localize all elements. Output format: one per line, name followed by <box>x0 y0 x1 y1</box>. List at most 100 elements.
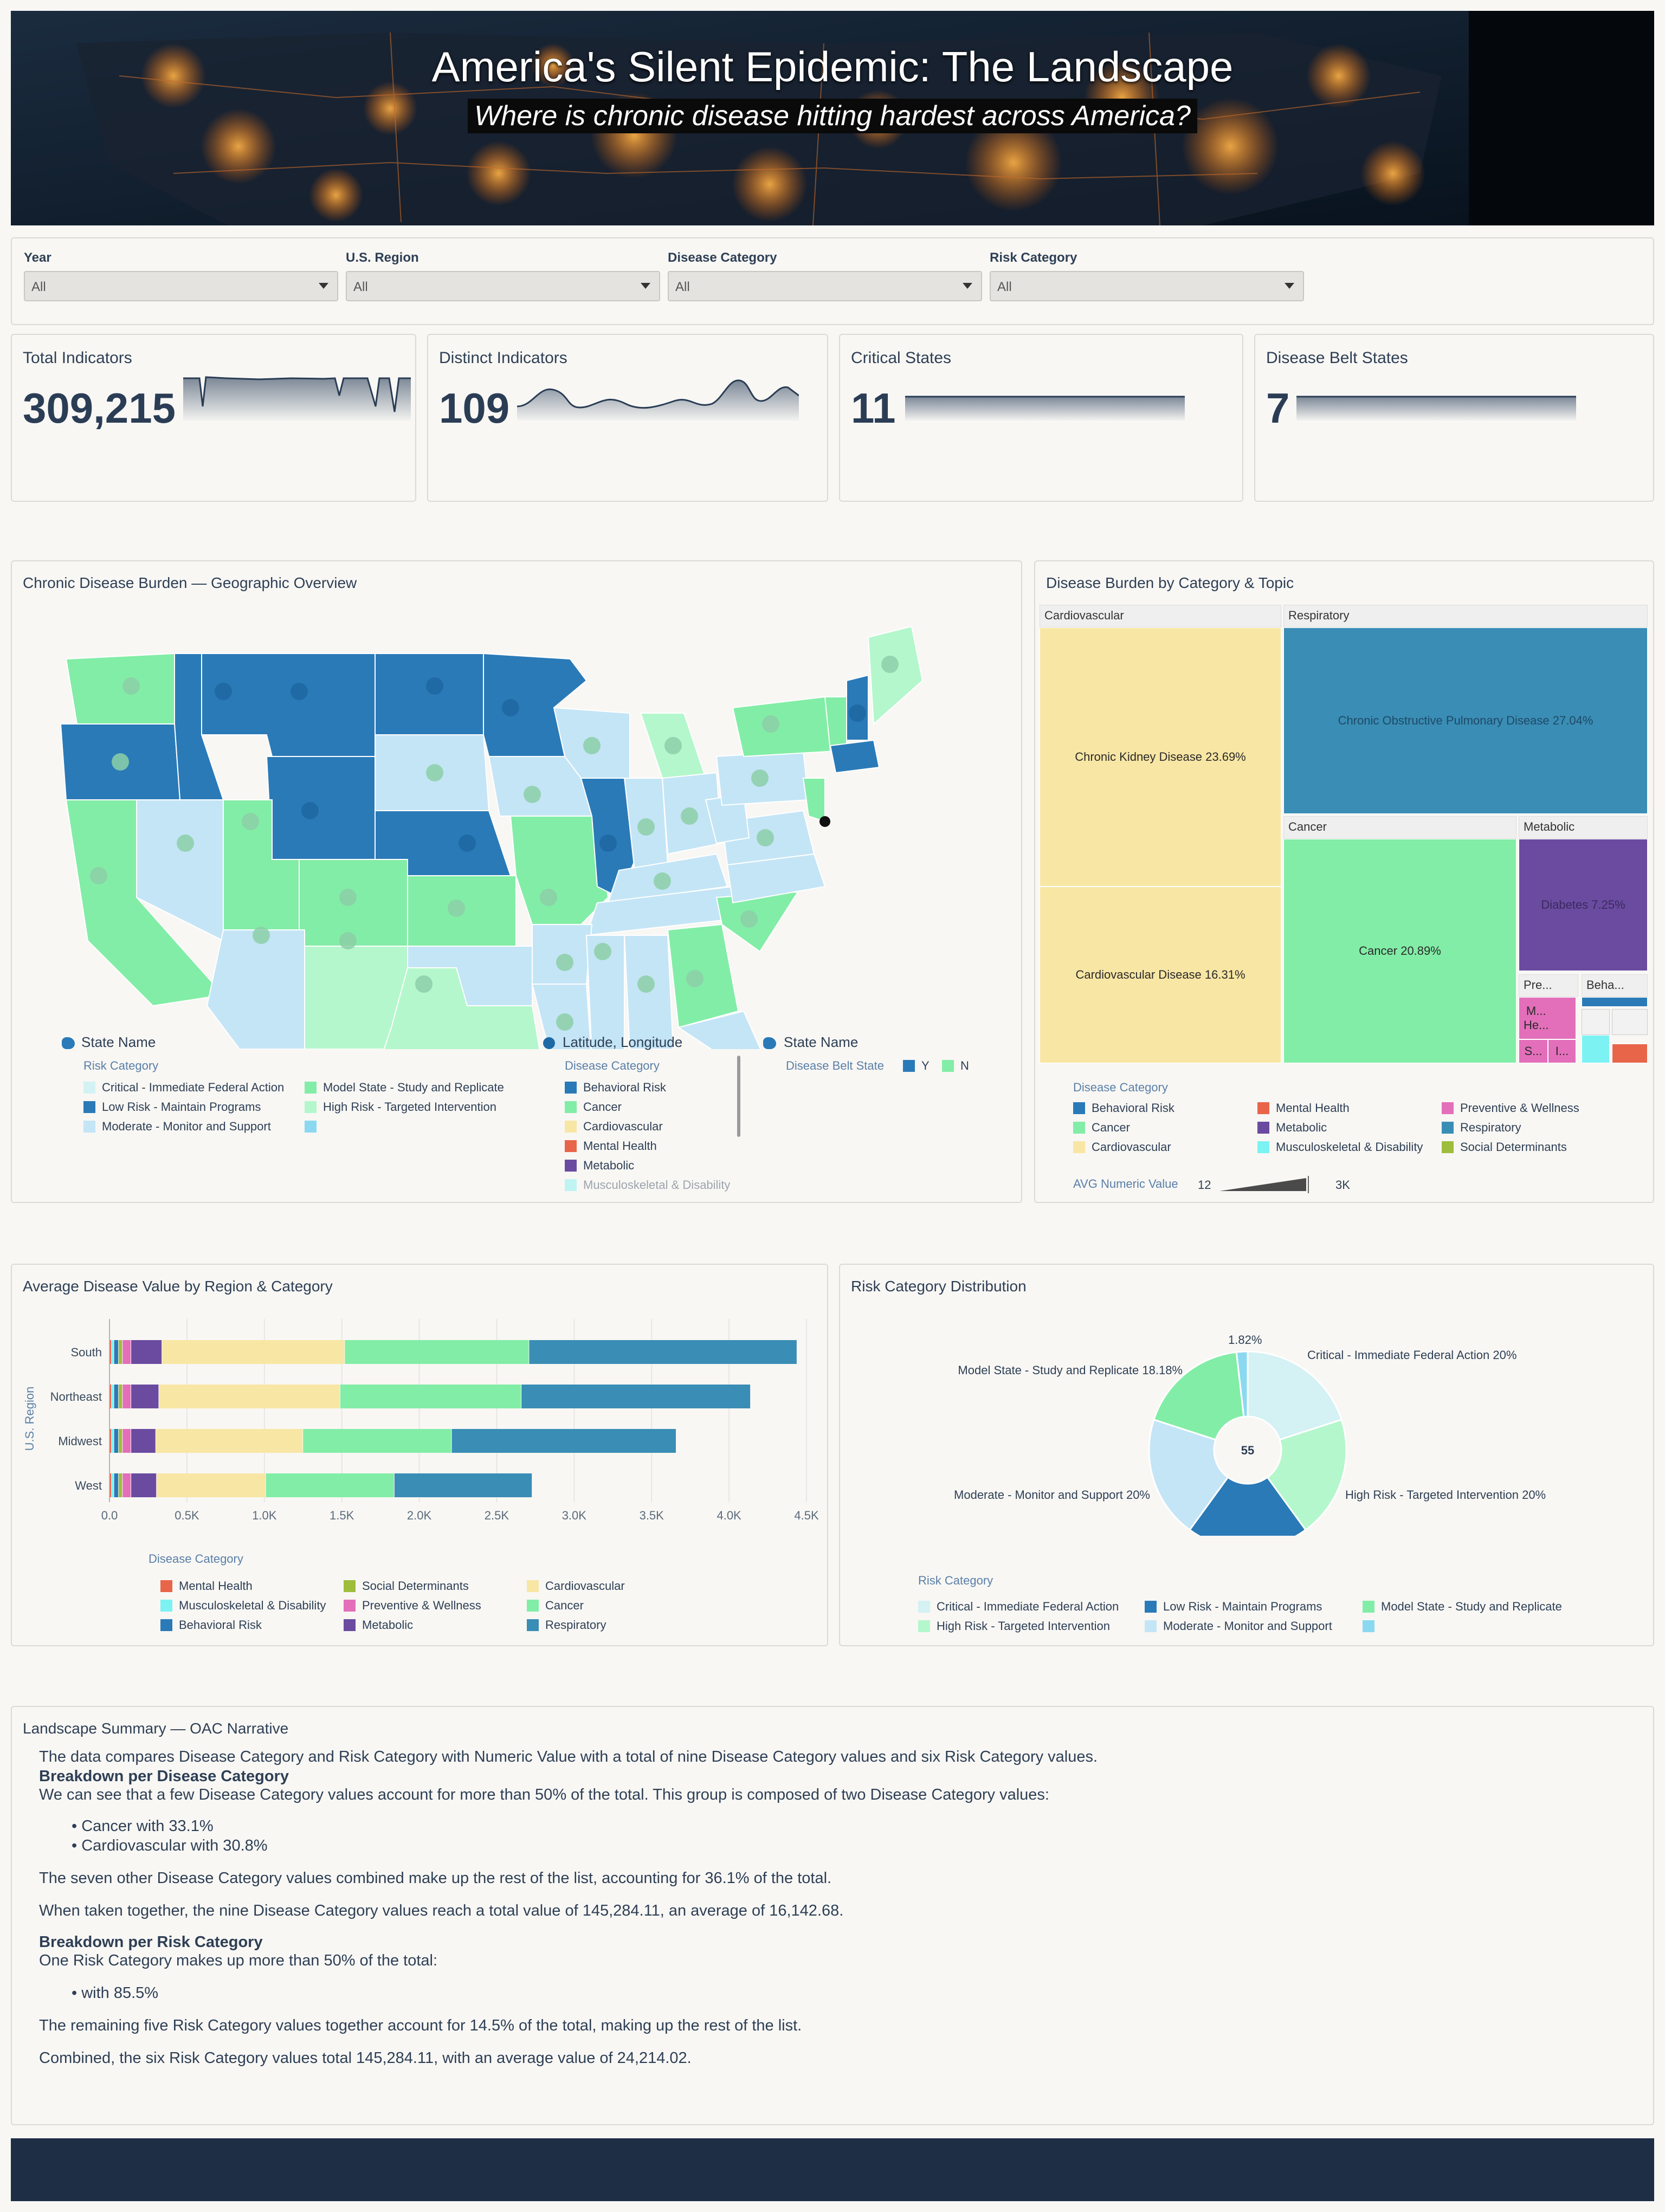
bar-segment <box>112 1340 114 1364</box>
risk-donut-chart[interactable]: Critical - Immediate Federal Action 20% H… <box>840 1297 1653 1536</box>
treemap-cell-social[interactable] <box>1582 1009 1610 1035</box>
legend-swatch <box>942 1060 954 1072</box>
legend-item[interactable]: Mental Health <box>160 1579 253 1593</box>
treemap-cell-s[interactable]: S... <box>1519 1039 1548 1063</box>
legend-item[interactable]: Metabolic <box>344 1618 413 1632</box>
legend-item[interactable]: Cardiovascular <box>527 1579 625 1593</box>
treemap-cell-musculoskeletal[interactable] <box>1582 1035 1610 1063</box>
treemap-cell-cancer[interactable]: Cancer 20.89% <box>1283 839 1516 1063</box>
legend-item[interactable]: Critical - Immediate Federal Action <box>918 1600 1119 1614</box>
legend-item[interactable]: Cancer <box>1073 1121 1130 1135</box>
legend-item[interactable]: Moderate - Monitor and Support <box>83 1120 271 1134</box>
legend-item[interactable]: N <box>942 1059 969 1073</box>
legend-label: Social Determinants <box>1460 1140 1567 1154</box>
bar-segment <box>451 1429 676 1453</box>
legend-label: Mental Health <box>1276 1101 1350 1115</box>
bar-segment <box>340 1385 521 1408</box>
pie-slice-label: Moderate - Monitor and Support 20% <box>954 1488 1150 1502</box>
legend-item[interactable]: Cancer <box>527 1599 584 1613</box>
region-filter[interactable]: U.S. Region All <box>346 250 660 301</box>
legend-item[interactable]: Model State - Study and Replicate <box>305 1081 504 1095</box>
size-legend-wedge <box>1219 1176 1309 1193</box>
legend-item[interactable]: Behavioral Risk <box>565 1081 666 1095</box>
y-tick-label: West <box>75 1479 102 1492</box>
legend-label: Low Risk - Maintain Programs <box>102 1100 261 1114</box>
legend-item[interactable]: Musculoskeletal & Disability <box>1257 1140 1423 1154</box>
x-tick-label: 3.0K <box>562 1509 587 1522</box>
treemap-group-header: Respiratory <box>1283 605 1648 628</box>
treemap-cell-other[interactable] <box>1612 1009 1648 1035</box>
region-select[interactable]: All <box>346 271 660 301</box>
legend-item[interactable]: Musculoskeletal & Disability <box>160 1599 326 1613</box>
bar-segment <box>114 1429 119 1453</box>
treemap-cell-cvd[interactable]: Cardiovascular Disease 16.31% <box>1040 887 1281 1063</box>
x-tick-label: 0.0 <box>101 1509 118 1522</box>
legend-item[interactable]: Mental Health <box>565 1139 657 1153</box>
legend-item[interactable]: High Risk - Targeted Intervention <box>305 1100 496 1114</box>
treemap-cell-mental[interactable] <box>1612 1044 1648 1063</box>
region-filter-label: U.S. Region <box>346 250 419 265</box>
legend-item[interactable]: Y <box>903 1059 930 1073</box>
legend-item[interactable]: Behavioral Risk <box>160 1618 262 1632</box>
legend-swatch <box>1363 1620 1374 1632</box>
bar-segment <box>119 1340 122 1364</box>
year-select[interactable]: All <box>24 271 338 301</box>
legend-item[interactable]: Cardiovascular <box>565 1120 663 1134</box>
treemap-cell-diabetes[interactable]: Diabetes 7.25% <box>1519 839 1648 971</box>
legend-item[interactable] <box>1363 1619 1381 1633</box>
stacked-bar-chart[interactable]: 0.00.5K1.0K1.5K2.0K2.5K3.0K3.5K4.0K4.5KA… <box>12 1297 825 1525</box>
x-tick-label: 3.5K <box>640 1509 664 1522</box>
legend-swatch <box>1257 1102 1269 1114</box>
treemap-cell-behavioral[interactable] <box>1582 997 1648 1007</box>
legend-item[interactable] <box>305 1120 323 1134</box>
legend-item[interactable]: High Risk - Targeted Intervention <box>918 1619 1110 1633</box>
legend-item[interactable]: Critical - Immediate Federal Action <box>83 1081 284 1095</box>
legend-item[interactable]: Preventive & Wellness <box>1442 1101 1579 1115</box>
legend-item[interactable]: Respiratory <box>527 1618 606 1632</box>
legend-item[interactable]: Mental Health <box>1257 1101 1350 1115</box>
legend-item[interactable]: Social Determinants <box>1442 1140 1567 1154</box>
legend-label: Cancer <box>583 1100 622 1114</box>
kpi-disease-belt-states: Disease Belt States 7 <box>1254 334 1654 502</box>
legend-label: Cancer <box>1092 1121 1130 1134</box>
treemap-cell-ckd[interactable]: Chronic Kidney Disease 23.69% <box>1040 628 1281 887</box>
legend-item[interactable]: Low Risk - Maintain Programs <box>1145 1600 1322 1614</box>
legend-item[interactable]: Low Risk - Maintain Programs <box>83 1100 261 1114</box>
legend-item[interactable]: Moderate - Monitor and Support <box>1145 1619 1332 1633</box>
disease-category-select[interactable]: All <box>668 271 982 301</box>
treemap-group-header: Beha... <box>1582 974 1648 997</box>
legend-swatch <box>1073 1141 1085 1153</box>
risk-category-select[interactable]: All <box>990 271 1304 301</box>
treemap-cell-m[interactable]: M... He... <box>1519 997 1576 1039</box>
legend-item[interactable]: Metabolic <box>1257 1121 1327 1135</box>
x-tick-label: 4.5K <box>794 1509 819 1522</box>
legend-scrollbar[interactable] <box>737 1056 740 1137</box>
treemap-cell-i[interactable]: I... <box>1548 1039 1576 1063</box>
legend-label: Critical - Immediate Federal Action <box>937 1600 1119 1613</box>
bar-segment <box>122 1473 131 1497</box>
pie-slice <box>1247 1350 1343 1441</box>
legend-item[interactable]: Behavioral Risk <box>1073 1101 1174 1115</box>
legend-swatch <box>344 1600 356 1612</box>
year-filter[interactable]: Year All <box>24 250 338 301</box>
legend-item[interactable]: Preventive & Wellness <box>344 1599 481 1613</box>
bar-segment <box>109 1385 112 1408</box>
legend-item[interactable]: Respiratory <box>1442 1121 1521 1135</box>
legend-item[interactable]: Social Determinants <box>344 1579 469 1593</box>
legend-label: Mental Health <box>583 1139 657 1153</box>
legend-item[interactable]: Metabolic <box>565 1159 634 1173</box>
x-tick-label: 0.5K <box>175 1509 199 1522</box>
legend-item[interactable]: Model State - Study and Replicate <box>1363 1600 1562 1614</box>
summary-paragraph: The seven other Disease Category values … <box>39 1870 832 1887</box>
legend-item[interactable]: Cardiovascular <box>1073 1140 1171 1154</box>
disease-category-filter[interactable]: Disease Category All <box>668 250 982 301</box>
risk-category-filter[interactable]: Risk Category All <box>990 250 1304 301</box>
legend-item[interactable]: Musculoskeletal & Disability <box>565 1178 730 1192</box>
donut-center-label: 55 <box>1241 1444 1254 1457</box>
risk-category-select-value: All <box>997 280 1012 294</box>
bar-segment <box>114 1340 119 1364</box>
summary-heading-risk: Breakdown per Risk Category <box>39 1933 263 1951</box>
us-choropleth-map[interactable] <box>44 616 933 1049</box>
treemap-cell-copd[interactable]: Chronic Obstructive Pulmonary Disease 27… <box>1283 628 1648 814</box>
legend-item[interactable]: Cancer <box>565 1100 622 1114</box>
